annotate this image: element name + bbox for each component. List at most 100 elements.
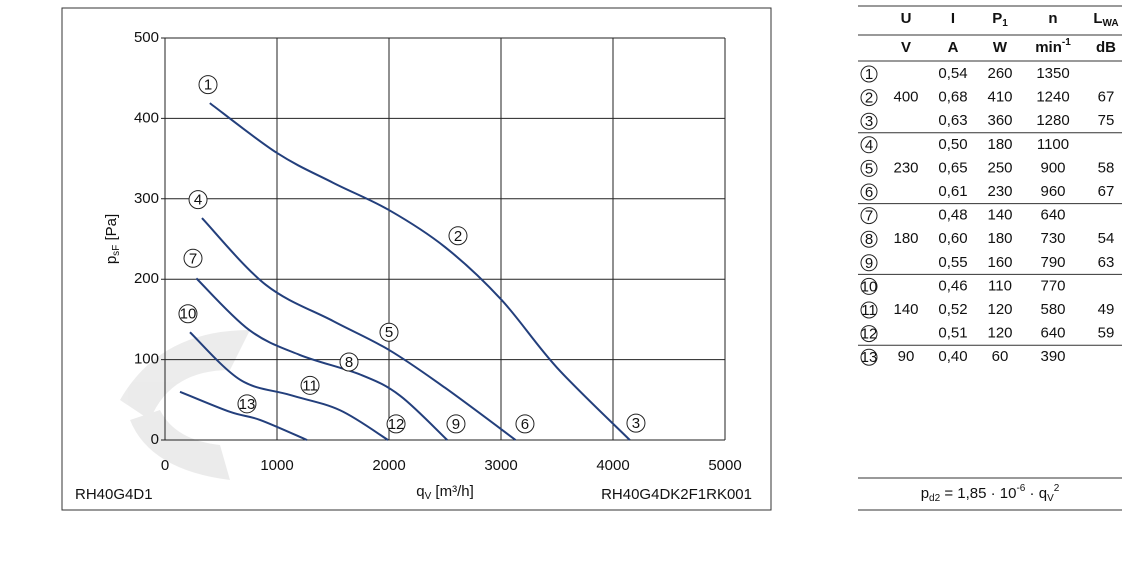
- watermark-fan: [120, 330, 250, 480]
- text-part: -6: [1016, 483, 1025, 494]
- curve-marker-label: 6: [521, 416, 529, 433]
- curve-marker-label: 11: [302, 377, 318, 394]
- table-header: P1​: [992, 10, 1008, 29]
- text-part: p: [921, 485, 929, 502]
- row-marker-label: 4: [865, 137, 873, 154]
- table-cell: 0,40: [938, 348, 967, 365]
- text-part: q: [416, 483, 424, 500]
- text-part: V: [901, 39, 911, 56]
- curve-marker-label: 12: [388, 416, 405, 433]
- fan-curve: [209, 102, 631, 441]
- text-part: sF: [111, 245, 122, 256]
- row-marker-label: 11: [861, 302, 877, 319]
- text-part: L: [1093, 10, 1102, 27]
- table-cell: 120: [987, 325, 1012, 342]
- table-cell: 67: [1098, 183, 1115, 200]
- text-part: = 1,85 · 10: [940, 485, 1016, 502]
- table-cell: 140: [987, 207, 1012, 224]
- table-cell: 58: [1098, 159, 1115, 176]
- table-cell: 1240: [1036, 89, 1069, 106]
- text-part: 2: [1054, 483, 1060, 494]
- table-cell: 640: [1040, 207, 1065, 224]
- table-header: n: [1048, 10, 1057, 27]
- x-tick-label: 1000: [260, 457, 293, 474]
- x-tick-label: 4000: [596, 457, 629, 474]
- table-unit: W: [993, 39, 1008, 56]
- table-cell: 180: [987, 230, 1012, 247]
- fan-curve: [201, 217, 517, 441]
- curve-marker: [379, 322, 399, 342]
- curve-marker: [386, 414, 406, 434]
- curve-marker: [183, 248, 203, 268]
- row-marker: [860, 348, 878, 366]
- row-marker: [860, 183, 878, 201]
- curve-marker-label: 13: [239, 396, 256, 413]
- row-marker-label: 5: [865, 160, 873, 177]
- table-cell: 0,65: [938, 159, 967, 176]
- table-cell: 75: [1098, 112, 1115, 129]
- curve-marker-label: 10: [180, 306, 197, 323]
- table-unit: A: [948, 39, 959, 56]
- row-marker: [860, 207, 878, 225]
- table-cell: 90: [898, 348, 915, 365]
- fan-curve: [195, 277, 448, 441]
- y-tick-label: 0: [151, 431, 159, 448]
- text-part: dB: [1096, 39, 1116, 56]
- chart-frame: [61, 7, 772, 511]
- curve-marker: [515, 414, 535, 434]
- x-tick-label: 5000: [708, 457, 741, 474]
- row-marker-label: 13: [861, 349, 878, 366]
- y-tick-label: 100: [134, 351, 159, 368]
- table-cell: 1100: [1037, 136, 1069, 153]
- row-marker: [860, 325, 878, 343]
- row-marker: [860, 65, 878, 83]
- table-unit: V: [901, 39, 911, 56]
- table-cell: 120: [987, 301, 1012, 318]
- y-tick-label: 200: [134, 270, 159, 287]
- table-cell: 1350: [1036, 65, 1069, 82]
- table-cell: 49: [1098, 301, 1115, 318]
- table-cell: 59: [1098, 325, 1115, 342]
- table-cell: 180: [987, 136, 1012, 153]
- curve-marker: [448, 226, 468, 246]
- fan-curve: [179, 390, 308, 441]
- table-cell: 140: [893, 301, 918, 318]
- row-marker: [860, 136, 878, 154]
- row-marker-label: 1: [865, 66, 873, 83]
- curve-marker-label: 4: [194, 192, 202, 209]
- text-part: [m³/h]: [431, 483, 474, 500]
- text-part: · q: [1025, 485, 1047, 502]
- row-marker: [860, 89, 878, 107]
- row-marker: [860, 230, 878, 248]
- table-cell: 230: [987, 183, 1012, 200]
- table-cell: 410: [987, 89, 1012, 106]
- table-cell: 1280: [1036, 112, 1069, 129]
- table-cell: 900: [1040, 159, 1065, 176]
- formula: pd2​ = 1,85 · 10-6​ · qV​2​: [921, 483, 1060, 504]
- curve-marker: [626, 413, 646, 433]
- text-part: [Pa]: [103, 214, 120, 245]
- y-tick-label: 500: [134, 29, 159, 46]
- text-part: A: [948, 39, 959, 56]
- table-cell: 260: [987, 65, 1012, 82]
- table-cell: 0,52: [938, 301, 967, 318]
- table-cell: 960: [1040, 183, 1065, 200]
- table-cell: 0,55: [938, 254, 967, 271]
- curve-marker-label: 1: [204, 77, 212, 94]
- curve-marker: [339, 352, 359, 372]
- text-part: n: [1048, 10, 1057, 27]
- curve-marker: [178, 304, 198, 324]
- table-header: U: [901, 10, 912, 27]
- x-tick-label: 2000: [372, 457, 405, 474]
- table-cell: 0,51: [938, 325, 967, 342]
- curve-marker-label: 3: [632, 415, 640, 432]
- text-part: U: [901, 10, 912, 27]
- curve-marker-label: 8: [345, 354, 353, 371]
- text-part: min: [1035, 39, 1062, 56]
- row-marker: [860, 301, 878, 319]
- table-cell: 0,46: [938, 277, 967, 294]
- text-part: V: [1047, 493, 1054, 504]
- table-header: I: [951, 10, 955, 27]
- table-cell: 0,54: [938, 65, 967, 82]
